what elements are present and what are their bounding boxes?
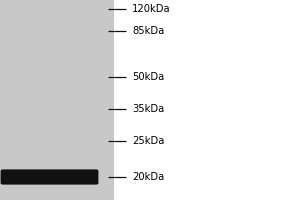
Text: 35kDa: 35kDa — [132, 104, 164, 114]
Text: 25kDa: 25kDa — [132, 136, 164, 146]
Text: 85kDa: 85kDa — [132, 26, 164, 36]
Bar — [0, 0, 114, 200]
Text: 20kDa: 20kDa — [132, 172, 164, 182]
Text: 50kDa: 50kDa — [132, 72, 164, 82]
Text: 120kDa: 120kDa — [132, 4, 171, 14]
FancyBboxPatch shape — [1, 169, 98, 185]
